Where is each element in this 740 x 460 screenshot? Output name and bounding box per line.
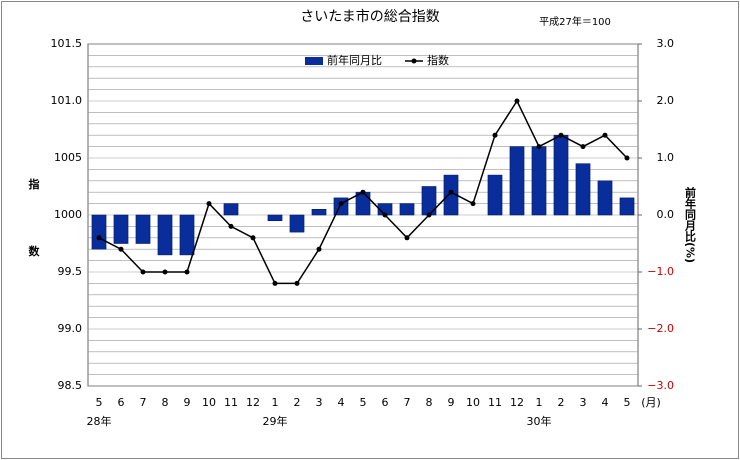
x-year-label: 29年 xyxy=(263,414,288,428)
bar xyxy=(311,209,327,216)
bar xyxy=(487,174,503,216)
point xyxy=(294,280,300,286)
point xyxy=(492,132,498,138)
bar xyxy=(597,180,613,216)
y-tick-label: 99.5 xyxy=(58,265,83,278)
bar xyxy=(135,214,151,244)
y-tick-label: 101.5 xyxy=(51,37,83,50)
point xyxy=(184,269,190,275)
bar xyxy=(509,146,525,216)
x-tick-label: 10 xyxy=(202,396,216,409)
x-tick-label: 11 xyxy=(224,396,238,409)
x-tick-label: 5 xyxy=(96,396,103,409)
bar xyxy=(575,163,591,216)
point xyxy=(206,201,212,207)
x-year-label: 30年 xyxy=(527,414,552,428)
legend-label: 前年同月比 xyxy=(327,53,382,67)
y2-tick-label: −2.0 xyxy=(647,322,674,335)
y2-tick-label: 1.0 xyxy=(657,151,675,164)
x-tick-label: 12 xyxy=(510,396,524,409)
bar xyxy=(399,203,415,216)
point xyxy=(118,246,124,252)
bar xyxy=(289,214,305,233)
y-tick-label: 99.0 xyxy=(58,322,83,335)
bar xyxy=(355,191,371,216)
x-tick-label: 3 xyxy=(580,396,587,409)
y-axis-label: 指 xyxy=(29,177,40,191)
x-tick-label: 7 xyxy=(140,396,147,409)
y2-tick-label: −1.0 xyxy=(647,265,674,278)
point xyxy=(162,269,168,275)
point xyxy=(140,269,146,275)
point xyxy=(580,144,586,150)
point xyxy=(228,223,234,229)
point xyxy=(382,212,388,218)
legend-label: 指数 xyxy=(427,53,449,67)
point xyxy=(338,201,344,207)
bar xyxy=(179,214,195,256)
x-tick-label: 4 xyxy=(338,396,345,409)
y-tick-label: 101.0 xyxy=(51,94,83,107)
point xyxy=(96,235,102,241)
bar xyxy=(531,146,547,216)
x-tick-label: 2 xyxy=(294,396,301,409)
point xyxy=(360,189,366,195)
y2-tick-label: 0.0 xyxy=(657,208,675,221)
y-tick-label: 98.5 xyxy=(58,379,83,392)
y2-tick-label: 2.0 xyxy=(657,94,675,107)
x-tick-label: 4 xyxy=(602,396,609,409)
chart-title: さいたま市の総合指数 xyxy=(300,8,440,25)
x-tick-label: 10 xyxy=(466,396,480,409)
legend-swatch xyxy=(305,57,323,65)
y-tick-label: 1005 xyxy=(54,151,82,164)
x-tick-label: 3 xyxy=(316,396,323,409)
x-tick-label: 7 xyxy=(404,396,411,409)
x-tick-label: 1 xyxy=(272,396,279,409)
x-tick-label: 6 xyxy=(382,396,389,409)
bar xyxy=(91,214,107,250)
point xyxy=(316,246,322,252)
legend-swatch xyxy=(411,58,417,64)
point xyxy=(426,212,432,218)
x-tick-label: 9 xyxy=(184,396,191,409)
point xyxy=(558,132,564,138)
x-tick-label: 8 xyxy=(162,396,169,409)
bar xyxy=(619,197,635,216)
x-year-label: 28年 xyxy=(87,414,112,428)
x-tick-label: 12 xyxy=(246,396,260,409)
x-tick-label: 1 xyxy=(536,396,543,409)
y2-axis-label: 前年同月比(%) xyxy=(684,186,698,263)
y-axis-label: 数 xyxy=(29,244,41,258)
x-tick-label: 5 xyxy=(360,396,367,409)
x-tick-label: 9 xyxy=(448,396,455,409)
bar xyxy=(267,214,283,221)
x-tick-label: 5 xyxy=(624,396,631,409)
bar xyxy=(157,214,173,256)
x-tick-label: 11 xyxy=(488,396,502,409)
y2-tick-label: −3.0 xyxy=(647,379,674,392)
point xyxy=(536,144,542,150)
x-tick-label: 8 xyxy=(426,396,433,409)
chart-subtitle: 平成27年＝100 xyxy=(539,15,611,28)
point xyxy=(624,155,630,161)
bar xyxy=(553,134,569,216)
y2-tick-label: 3.0 xyxy=(657,37,675,50)
x-unit: (月) xyxy=(641,396,661,409)
point xyxy=(404,235,410,241)
point xyxy=(514,98,520,104)
y-tick-label: 1000 xyxy=(54,208,82,221)
point xyxy=(602,132,608,138)
x-tick-label: 6 xyxy=(118,396,125,409)
point xyxy=(250,235,256,241)
bar xyxy=(223,203,239,216)
point xyxy=(448,189,454,195)
x-tick-label: 2 xyxy=(558,396,565,409)
point xyxy=(470,201,476,207)
bar xyxy=(113,214,129,244)
point xyxy=(272,280,278,286)
